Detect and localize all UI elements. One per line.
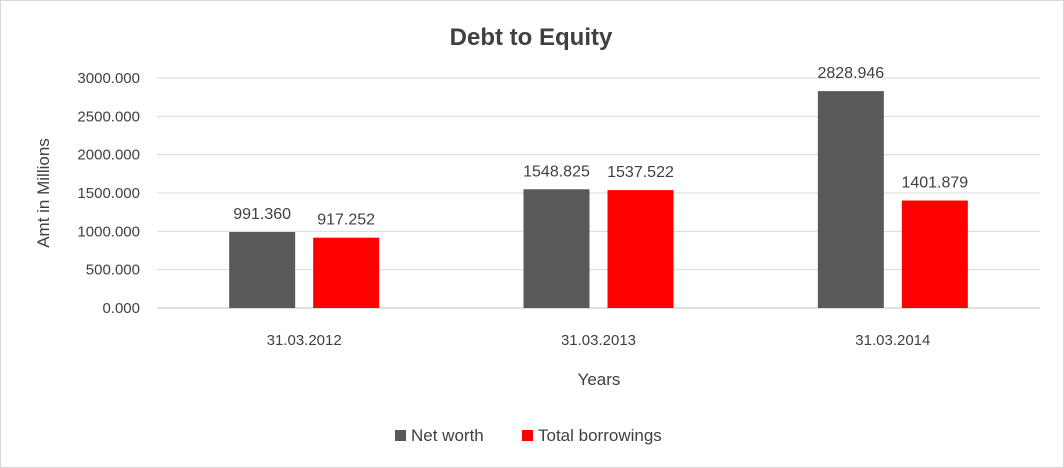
bar-total-borrowings: [607, 190, 674, 308]
legend-label: Total borrowings: [538, 426, 662, 445]
data-label: 991.360: [233, 206, 291, 223]
legend: Net worth Total borrowings: [395, 426, 662, 445]
y-tick-label: 500.000: [86, 262, 140, 279]
x-axis-categories: 31.03.2012 31.03.2013 31.03.2014: [267, 332, 931, 349]
y-tick-label: 1500.000: [77, 185, 140, 202]
y-tick-label: 0.000: [102, 300, 140, 317]
x-tick-label: 31.03.2012: [267, 332, 342, 349]
data-label: 1548.825: [523, 163, 590, 180]
y-tick-label: 2500.000: [77, 108, 140, 125]
x-axis-title: Years: [578, 370, 621, 389]
y-tick-label: 1000.000: [77, 223, 140, 240]
bar-net-worth: [523, 189, 590, 308]
data-label: 1537.522: [607, 164, 674, 181]
gridlines: [157, 77, 1040, 309]
y-axis-ticks: 0.000 500.000 1000.000 1500.000 2000.000 2500…: [77, 70, 140, 317]
data-label: 1401.879: [901, 175, 968, 192]
data-labels: 991.360 917.252 1548.825 1537.522 2828.946 14…: [233, 65, 968, 229]
bar-net-worth: [817, 91, 884, 309]
legend-label: Net worth: [411, 426, 484, 445]
y-axis-title: Amt in Millions: [34, 138, 53, 248]
legend-swatch: [395, 430, 406, 441]
bar-total-borrowings: [313, 237, 380, 308]
x-tick-label: 31.03.2014: [855, 332, 930, 349]
data-label: 917.252: [317, 212, 375, 229]
bar-total-borrowings: [901, 200, 968, 308]
y-tick-label: 2000.000: [77, 147, 140, 164]
x-tick-label: 31.03.2013: [561, 332, 636, 349]
bar-net-worth: [229, 231, 296, 308]
chart-title: Debt to Equity: [450, 24, 613, 51]
legend-swatch: [522, 430, 533, 441]
y-tick-label: 3000.000: [77, 70, 140, 87]
bars: [229, 91, 968, 309]
data-label: 2828.946: [817, 65, 884, 82]
